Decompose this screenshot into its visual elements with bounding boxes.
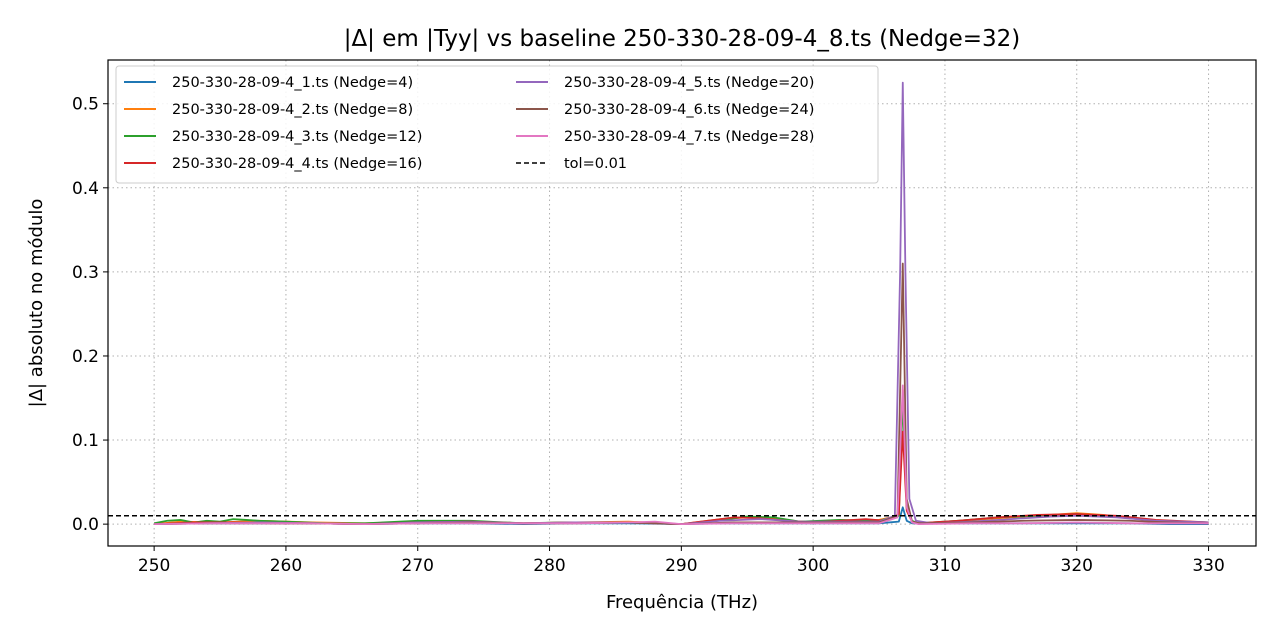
y-tick-label: 0.0: [72, 515, 99, 535]
y-axis-label: |Δ| absoluto no módulo: [26, 199, 47, 408]
x-axis-label: Frequência (THz): [606, 592, 758, 613]
legend-label-8: tol=0.01: [564, 156, 627, 172]
x-tick-label: 330: [1192, 556, 1224, 576]
legend-label-3: 250-330-28-09-4_3.ts (Nedge=12): [172, 129, 422, 145]
x-axis-ticks: 250 260 270 280 290 300 310 320 330: [138, 546, 1225, 576]
legend-label-6: 250-330-28-09-4_6.ts (Nedge=24): [564, 102, 814, 118]
series-lines: [108, 81, 1256, 526]
plot-frame: [107, 59, 1257, 547]
legend-label-1: 250-330-28-09-4_1.ts (Nedge=4): [172, 75, 413, 91]
legend-label-5: 250-330-28-09-4_5.ts (Nedge=20): [564, 75, 814, 91]
x-tick-label: 300: [797, 556, 829, 576]
chart-title: |Δ| em |Tyy| vs baseline 250-330-28-09-4…: [344, 26, 1021, 52]
legend-box: [115, 65, 879, 184]
y-tick-label: 0.5: [72, 95, 99, 115]
legend: 250-330-28-09-4_1.ts (Nedge=4) 250-330-28…: [115, 65, 879, 184]
y-tick-label: 0.4: [72, 179, 99, 199]
x-tick-label: 290: [665, 556, 697, 576]
x-tick-label: 320: [1061, 556, 1093, 576]
x-tick-label: 270: [402, 556, 434, 576]
legend-label-2: 250-330-28-09-4_2.ts (Nedge=8): [172, 102, 413, 118]
x-tick-label: 250: [138, 556, 170, 576]
series-line-7: [154, 384, 1209, 526]
y-axis-ticks: 0.0 0.1 0.2 0.3 0.4 0.5: [72, 95, 108, 535]
legend-label-7: 250-330-28-09-4_7.ts (Nedge=28): [564, 129, 814, 145]
y-tick-label: 0.2: [72, 347, 99, 367]
x-tick-label: 260: [270, 556, 302, 576]
x-tick-label: 280: [533, 556, 565, 576]
y-tick-label: 0.1: [72, 431, 99, 451]
x-tick-label: 310: [929, 556, 961, 576]
y-tick-label: 0.3: [72, 263, 99, 283]
legend-label-4: 250-330-28-09-4_4.ts (Nedge=16): [172, 156, 422, 172]
